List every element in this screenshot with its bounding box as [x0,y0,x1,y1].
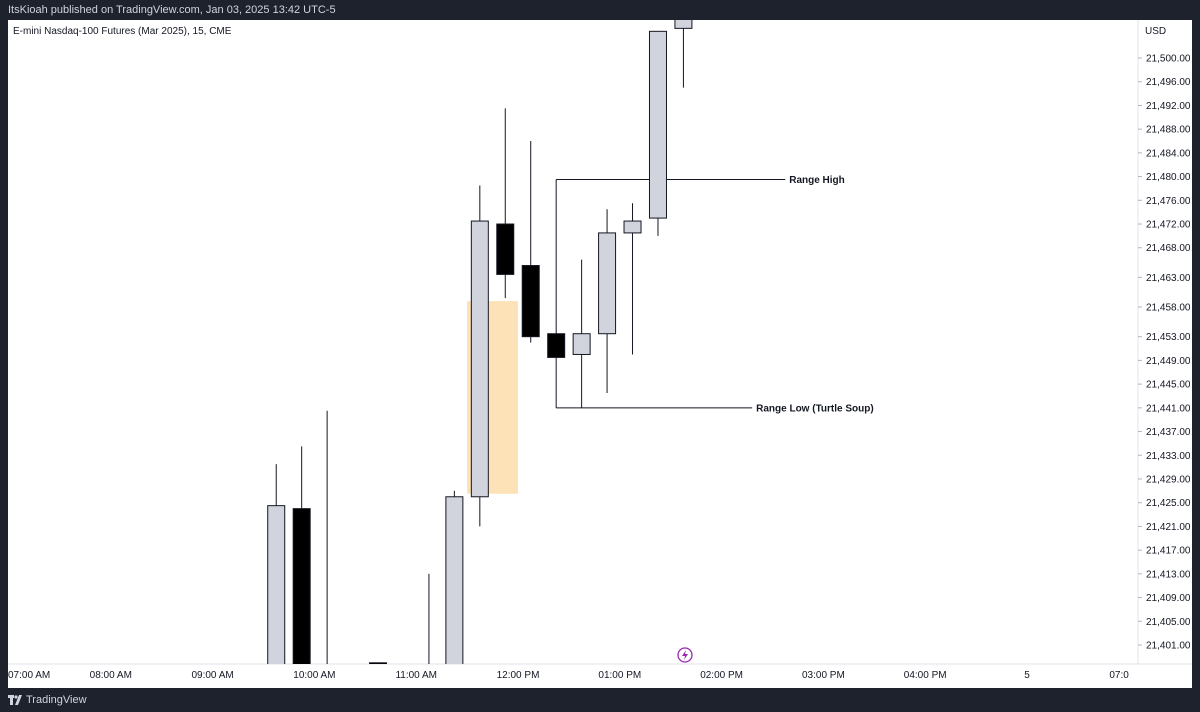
x-tick-label-9: 04:00 PM [904,670,947,681]
candle-body-10 [572,333,591,355]
candle-body-7 [496,223,515,275]
candle-body-9 [547,333,566,358]
y-tick-label-19: 21,421.00 [1146,522,1191,533]
x-tick-label-10: 5 [1024,670,1030,681]
candle-body-11 [598,232,617,335]
y-tick-label-1: 21,496.00 [1146,77,1191,88]
tradingview-logo[interactable]: TradingView [8,692,87,708]
candle-body-5 [445,496,464,664]
y-tick-label-18: 21,425.00 [1146,498,1191,509]
y-tick-label-15: 21,437.00 [1146,427,1191,438]
plot-area[interactable] [267,20,786,676]
x-tick-label-4: 11:00 AM [395,670,437,681]
y-tick-label-24: 21,401.00 [1146,641,1191,652]
x-tick-label-6: 01:00 PM [598,670,641,681]
x-tick-label-8: 03:00 PM [802,670,845,681]
y-tick-label-17: 21,429.00 [1146,474,1191,485]
annotation-label-0: Range High [789,175,845,186]
y-tick-label-12: 21,449.00 [1146,356,1191,367]
x-tick-label-7: 02:00 PM [700,670,743,681]
currency-label[interactable]: USD [1145,26,1167,37]
y-tick-label-5: 21,480.00 [1146,172,1191,183]
x-tick-label-0: 07:00 AM [8,670,50,681]
lightning-icon[interactable] [677,647,693,663]
candle-body-0 [267,505,286,664]
candle-body-14 [674,20,693,29]
candle-body-13 [648,30,667,219]
y-tick-label-23: 21,405.00 [1146,617,1191,628]
y-tick-label-22: 21,409.00 [1146,593,1191,604]
candle-body-3 [369,662,388,664]
y-tick-label-0: 21,500.00 [1146,54,1191,65]
y-tick-label-2: 21,492.00 [1146,101,1191,112]
y-tick-label-14: 21,441.00 [1146,403,1191,414]
y-tick-label-21: 21,413.00 [1146,569,1191,580]
x-tick-label-2: 09:00 AM [191,670,233,681]
candle-body-6 [470,220,489,498]
y-tick-label-9: 21,463.00 [1146,273,1191,284]
tradingview-logo-icon [8,695,22,705]
y-tick-label-11: 21,453.00 [1146,332,1191,343]
publisher-bar: ItsKioah published on TradingView.com, J… [0,0,1200,20]
annotation-label-1: Range Low (Turtle Soup) [756,403,874,414]
candle-body-1 [292,508,311,664]
chart-frame[interactable]: Range High Range Low (Turtle Soup) 21,500.… [8,20,1192,688]
footer-bar: TradingView [0,688,1200,712]
y-tick-label-13: 21,445.00 [1146,380,1191,391]
x-tick-label-3: 10:00 AM [293,670,335,681]
x-tick-label-1: 08:00 AM [90,670,132,681]
candle-body-12 [623,220,642,234]
y-tick-label-7: 21,472.00 [1146,220,1191,231]
instrument-label: E-mini Nasdaq-100 Futures (Mar 2025), 15… [13,26,232,37]
candle-body-8 [521,265,540,338]
y-tick-label-10: 21,458.00 [1146,303,1191,314]
y-tick-label-8: 21,468.00 [1146,243,1191,254]
y-tick-label-4: 21,484.00 [1146,148,1191,159]
y-tick-label-20: 21,417.00 [1146,546,1191,557]
y-tick-label-16: 21,433.00 [1146,451,1191,462]
y-tick-label-3: 21,488.00 [1146,125,1191,136]
y-tick-label-6: 21,476.00 [1146,196,1191,207]
tradingview-brand-text: TradingView [26,694,87,706]
x-tick-label-11: 07:0 [1109,670,1129,681]
publisher-text: ItsKioah published on TradingView.com, J… [8,4,336,16]
candlestick-chart[interactable]: Range High Range Low (Turtle Soup) 21,500.… [8,20,1192,688]
x-tick-label-5: 12:00 PM [497,670,540,681]
